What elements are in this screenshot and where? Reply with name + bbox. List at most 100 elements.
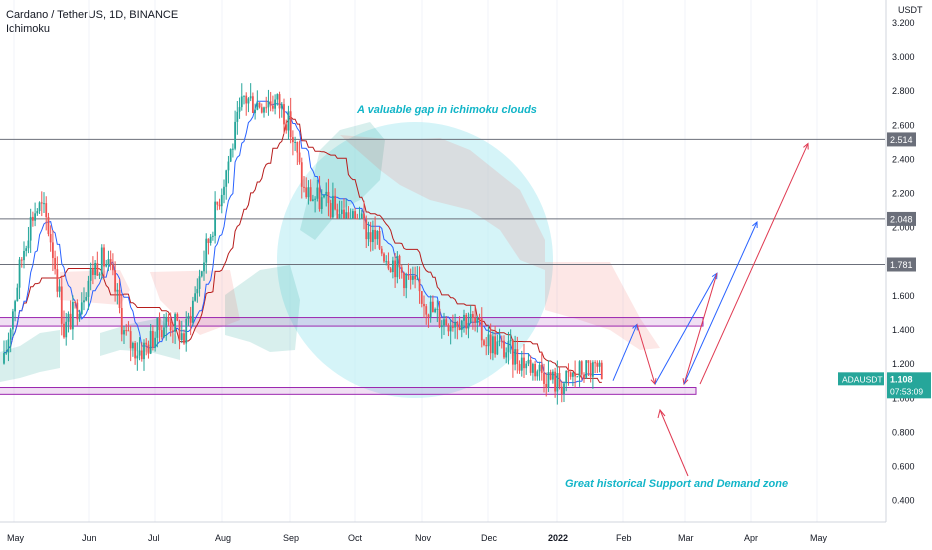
candle [545, 372, 548, 397]
candle-body [27, 240, 30, 249]
candle-body [431, 301, 434, 312]
annotation-pointer-head [657, 408, 666, 419]
candle [494, 325, 497, 358]
candle [78, 309, 81, 322]
candle [289, 97, 292, 144]
candle [263, 106, 265, 118]
candle [369, 221, 372, 252]
candle-body [551, 371, 554, 380]
candle [403, 271, 405, 297]
candle [374, 216, 377, 250]
candle-body [469, 314, 472, 323]
candle-body [23, 251, 25, 261]
candle-body [465, 314, 468, 329]
candle [520, 350, 523, 377]
candle [420, 291, 423, 308]
candle-body [356, 218, 359, 220]
candle-body [196, 288, 199, 294]
candle-body [231, 148, 234, 150]
blue-arrow [612, 324, 638, 381]
candle [391, 256, 394, 279]
indicator-label[interactable]: Ichimoku [6, 23, 51, 35]
candle [227, 155, 230, 184]
candle-body [76, 302, 79, 320]
candle [174, 312, 177, 344]
candle-body [565, 370, 568, 384]
candle-body [558, 373, 561, 387]
candle-body [271, 105, 274, 109]
candle [436, 300, 439, 323]
candle [556, 360, 559, 405]
candle-body [260, 107, 263, 113]
candle [583, 372, 585, 383]
candle [480, 307, 483, 348]
candle [347, 206, 350, 219]
candle [74, 300, 77, 309]
candle [400, 264, 403, 279]
cloud-green [0, 330, 60, 382]
candle-body [158, 317, 161, 331]
candle-body [429, 301, 432, 317]
time-tick: May [810, 533, 828, 543]
candle [580, 360, 583, 381]
candle-body [243, 95, 245, 97]
candle-body [398, 255, 401, 268]
candle [51, 230, 54, 272]
candle [569, 371, 572, 380]
candle [387, 252, 390, 271]
candle-body [434, 309, 437, 312]
candle-body [267, 101, 270, 108]
candle-body [31, 216, 34, 221]
candle [463, 309, 465, 333]
candle [571, 371, 574, 387]
candle [91, 256, 94, 285]
candle [431, 295, 434, 313]
candle [147, 340, 150, 359]
candle [287, 105, 290, 140]
candle [167, 313, 170, 326]
candle-body [374, 229, 377, 240]
candle [89, 262, 92, 291]
candle [505, 347, 508, 364]
candle-body [127, 330, 130, 332]
candle [107, 250, 110, 272]
candle-body [229, 149, 232, 162]
time-tick: Apr [744, 533, 758, 543]
candle [25, 245, 28, 257]
candle-body [20, 259, 23, 261]
candle-body [65, 321, 68, 338]
candle [23, 241, 25, 269]
candle-body [3, 353, 5, 364]
symbol-title[interactable]: Cardano / TetherUS, 1D, BINANCE [6, 9, 179, 21]
candle [349, 208, 352, 220]
candle-body [40, 202, 43, 204]
candle [418, 266, 421, 304]
candle [547, 360, 550, 392]
candle-body [71, 301, 74, 330]
candle [9, 327, 12, 353]
candle-body [56, 269, 59, 292]
candle [243, 95, 245, 105]
candle [45, 196, 48, 231]
candle-body [16, 287, 19, 302]
candle-body [345, 212, 348, 219]
candle-body [274, 99, 277, 109]
price-tick: 0.400 [892, 496, 915, 506]
candle-body [131, 343, 134, 349]
candle-body [254, 109, 257, 113]
candle-body [183, 333, 185, 344]
candle-body [96, 262, 99, 276]
candle-body [11, 311, 14, 330]
candle [423, 295, 425, 319]
candle [96, 251, 99, 276]
candle-body [116, 289, 119, 292]
candle [98, 272, 101, 279]
level-tag: 1.781 [890, 260, 913, 270]
candle [220, 188, 223, 214]
candle-body [503, 340, 505, 358]
candle [254, 103, 257, 120]
candle-body [474, 317, 477, 323]
candle-body [216, 201, 219, 205]
candle-body [338, 214, 341, 219]
